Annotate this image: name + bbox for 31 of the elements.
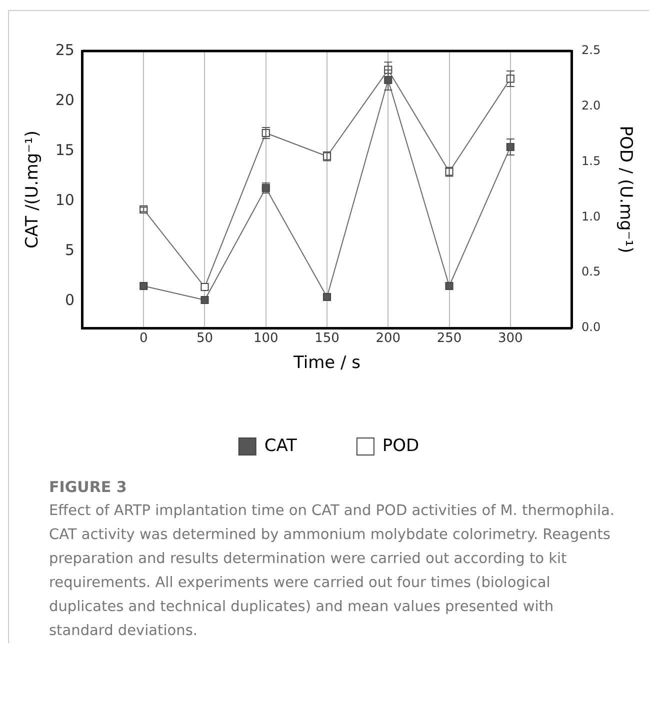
caption: FIGURE 3 — [49, 477, 128, 498]
y-tick-label: 10 — [55, 190, 74, 209]
point — [322, 292, 332, 302]
text: Effect of ARTP implantation time on CAT and POD activities of M. thermophila. CAT activity was determined by ammonium molybdate colorimetry. Reagents preparation and results determination were carried out according to kit requirements. All experiments were carried out four times (biological duplicates and technical duplicates) and mean values presented with standard deviations. — [49, 502, 616, 641]
y2-axis-title: POD / (U.mg⁻¹) — [615, 126, 636, 254]
legend-label: POD — [382, 436, 420, 456]
y2-tick-label: 0.0 — [582, 320, 601, 334]
x-axis-title: Time / s — [292, 353, 361, 374]
point — [445, 282, 454, 290]
point — [200, 282, 209, 292]
y2-tick-label: 2.0 — [582, 98, 601, 113]
x-tick-label: 250 — [436, 331, 462, 346]
point — [140, 282, 148, 290]
legend-label: CAT — [264, 436, 298, 456]
x-tick-label: 150 — [314, 331, 340, 346]
y-axis-title: CAT /(U.mg⁻¹) — [22, 130, 43, 248]
y2-tick-label: 1.0 — [582, 209, 601, 224]
y2-tick-label: 0.5 — [582, 264, 601, 279]
x-tick-label: 0 — [139, 331, 148, 346]
x-tick-label: 200 — [376, 331, 401, 346]
y2-tick-label: 2.5 — [582, 43, 601, 58]
x-tick-label: 50 — [196, 331, 214, 346]
y-tick-label: 25 — [55, 40, 74, 59]
y-tick-label: 5 — [64, 240, 74, 259]
y-tick-label: 20 — [55, 90, 74, 109]
y-tick-label: 0 — [64, 290, 74, 309]
x-tick-label: 300 — [498, 331, 523, 346]
y-tick-label: 15 — [55, 140, 74, 159]
point — [200, 296, 209, 304]
x-tick-label: 100 — [253, 331, 278, 346]
y2-tick-label: 1.5 — [582, 154, 601, 168]
